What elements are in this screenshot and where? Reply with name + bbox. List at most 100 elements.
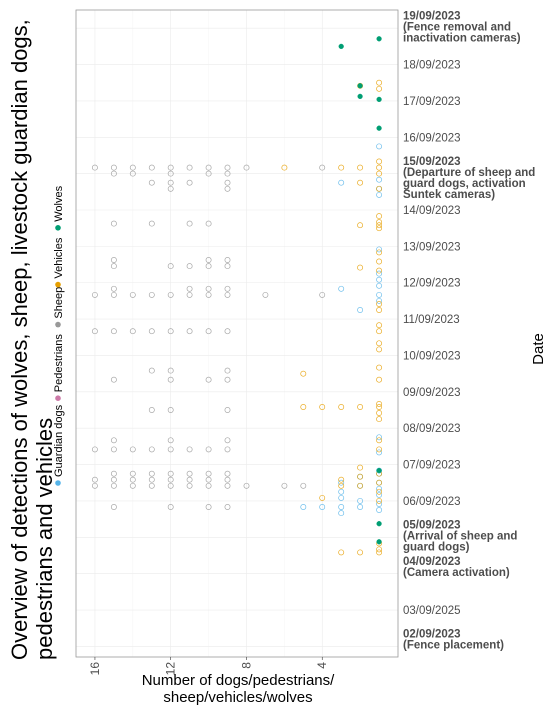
point-sheep [186, 470, 193, 477]
point-vehicles [357, 179, 364, 186]
point-sheep [110, 220, 117, 227]
point-sheep [167, 482, 174, 489]
date-tick-label: 15/09/2023 [403, 156, 461, 168]
date-tick-label: 02/09/2023 [403, 629, 461, 641]
point-sheep [110, 476, 117, 483]
point-sheep [110, 437, 117, 444]
point-sheep [224, 367, 231, 374]
point-guardian-dogs [338, 488, 345, 495]
y-axis-label: Date [530, 333, 547, 365]
point-sheep [224, 257, 231, 263]
point-sheep [205, 291, 212, 298]
point-sheep [167, 179, 174, 186]
date-tick-label: (Arrival of sheep and [403, 531, 517, 543]
legend-key [55, 281, 61, 288]
point-vehicles [376, 222, 383, 229]
point-guardian-dogs [376, 491, 383, 498]
point-sheep [300, 482, 307, 489]
point-sheep [148, 482, 155, 489]
x-axis: 16 12 8 4 [88, 657, 329, 675]
point-vehicles [376, 219, 383, 226]
legend: Guardian dogs Pedestrians Sheep Vehicles Wol… [53, 185, 65, 486]
point-guardian-dogs [376, 191, 383, 198]
point-vehicles [357, 404, 364, 410]
point-sheep [186, 482, 193, 489]
point-sheep [91, 291, 98, 298]
date-tick-label: 19/09/2023 [403, 11, 461, 23]
point-sheep [224, 482, 231, 489]
point-sheep [167, 470, 174, 477]
point-sheep [205, 328, 212, 335]
point-sheep [110, 504, 117, 510]
legend-label: Pedestrians [53, 334, 65, 393]
point-sheep [129, 291, 136, 298]
point-sheep [243, 482, 250, 489]
point-sheep [205, 257, 212, 263]
data-points [91, 36, 383, 556]
point-sheep [167, 170, 174, 177]
x-axis-label-line-2: sheep/vehicles/wolves [163, 689, 312, 706]
point-guardian-dogs [357, 504, 364, 510]
point-guardian-dogs [338, 479, 345, 486]
date-tick-label: (Departure of sheep and [403, 167, 535, 179]
point-vehicles [357, 222, 364, 229]
point-vehicles [376, 213, 383, 220]
point-guardian-dogs [376, 297, 383, 304]
date-tick-label: 12/09/2023 [403, 278, 461, 290]
point-vehicles [376, 401, 383, 407]
legend-key [55, 321, 61, 328]
point-vehicles [376, 267, 383, 274]
point-sheep [167, 164, 174, 171]
point-vehicles [300, 404, 307, 410]
point-vehicles [376, 301, 383, 307]
date-tick-label: 18/09/2023 [403, 60, 461, 72]
point-sheep [186, 446, 193, 453]
point-sheep [262, 291, 269, 298]
point-sheep [129, 476, 136, 483]
point-sheep [224, 185, 231, 192]
point-sheep [186, 476, 193, 483]
point-sheep [91, 476, 98, 483]
point-sheep [186, 263, 193, 270]
point-sheep [129, 470, 136, 477]
chart-title-line-1: Overview of detections of wolves, sheep,… [7, 19, 32, 660]
point-guardian-dogs [376, 291, 383, 298]
point-vehicles [376, 164, 383, 171]
point-sheep [167, 328, 174, 335]
point-sheep [148, 367, 155, 374]
legend-key [55, 480, 61, 486]
point-vehicles [376, 346, 383, 353]
point-vehicles [376, 158, 383, 165]
date-tick-label: inactivation cameras) [403, 33, 521, 45]
point-wolves [357, 93, 363, 100]
point-sheep [148, 220, 155, 227]
x-tick-label: 12 [164, 662, 178, 676]
point-sheep [167, 437, 174, 444]
point-guardian-dogs [338, 494, 345, 501]
point-guardian-dogs [376, 449, 383, 456]
point-sheep [186, 285, 193, 292]
point-sheep [91, 328, 98, 335]
point-wolves [376, 96, 382, 103]
point-sheep [167, 504, 174, 510]
point-wolves [376, 125, 382, 131]
point-sheep [167, 407, 174, 413]
point-vehicles [357, 264, 364, 271]
point-sheep [205, 446, 212, 453]
point-guardian-dogs [376, 501, 383, 507]
point-sheep [224, 291, 231, 298]
point-sheep [129, 164, 136, 171]
point-sheep [91, 164, 98, 171]
point-vehicles [376, 340, 383, 347]
point-vehicles [376, 497, 383, 504]
point-vehicles [376, 258, 383, 265]
legend-key [55, 395, 61, 402]
point-sheep [205, 504, 212, 510]
date-tick-label: 13/09/2023 [403, 241, 461, 253]
point-sheep [243, 164, 250, 171]
legend-label: Sheep [53, 287, 65, 319]
point-guardian-dogs [338, 504, 345, 510]
point-sheep [281, 482, 288, 489]
point-sheep [167, 263, 174, 270]
